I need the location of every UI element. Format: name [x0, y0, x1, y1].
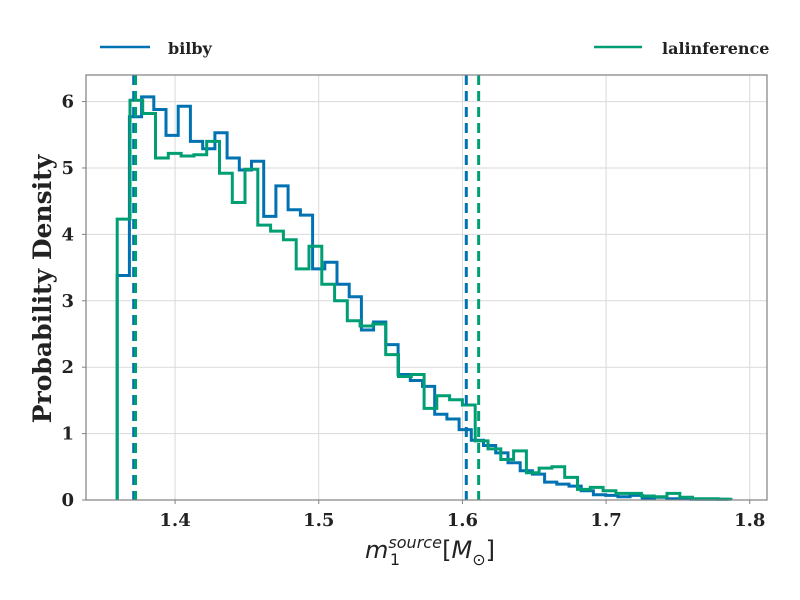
legend-label-bilby: bilby	[168, 39, 213, 58]
x-label-close-bracket: ]	[486, 536, 495, 564]
histogram-step-bilby	[115, 95, 730, 501]
y-tick-label: 4	[61, 224, 74, 245]
x-tick-label: 1.8	[734, 510, 765, 531]
histogram-series	[115, 95, 733, 501]
x-axis-label: msource 1 [M⊙]	[365, 533, 495, 569]
x-label-subscript: 1	[390, 550, 400, 569]
gridlines	[86, 75, 767, 501]
y-tick-label: 1	[61, 424, 74, 445]
plot-frame	[85, 74, 768, 501]
y-tick-label: 5	[61, 158, 74, 179]
x-tick-label: 1.4	[159, 510, 190, 531]
y-tick-label: 0	[61, 490, 74, 511]
legend: bilby lalinference	[100, 39, 769, 58]
x-tick-label: 1.5	[303, 510, 334, 531]
x-tick-label: 1.7	[590, 510, 621, 531]
x-label-unit: M	[451, 536, 472, 564]
y-axis-ticks: 0 1 2 3 4 5 6	[61, 92, 86, 511]
x-label-superscript: source	[388, 533, 442, 552]
y-tick-label: 6	[61, 92, 74, 113]
y-tick-label: 2	[61, 357, 74, 378]
x-label-open-bracket: [	[442, 536, 451, 564]
interval-lines	[132, 75, 481, 500]
x-label-unit-subscript: ⊙	[472, 550, 485, 569]
histogram-step-lalinference	[115, 98, 733, 501]
x-tick-label: 1.6	[447, 510, 478, 531]
x-label-base: m	[365, 536, 388, 564]
y-axis-label: Probability Density	[28, 153, 57, 423]
legend-label-lalinference: lalinference	[662, 39, 769, 58]
y-tick-label: 3	[61, 291, 74, 312]
x-axis-ticks: 1.4 1.5 1.6 1.7 1.8	[159, 500, 765, 531]
